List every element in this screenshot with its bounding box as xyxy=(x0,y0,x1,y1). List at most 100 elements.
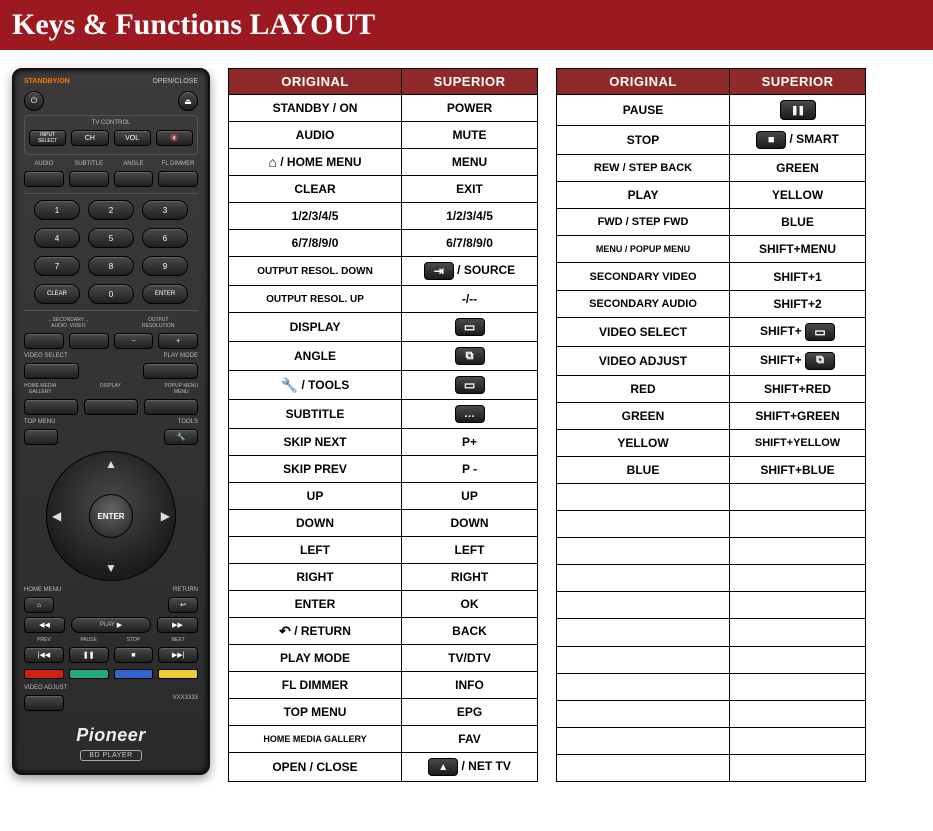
table1-superior-cell: 6/7/8/9/0 xyxy=(402,230,538,257)
table1-superior-cell: EXIT xyxy=(402,176,538,203)
subtitle-label: SUBTITLE xyxy=(69,161,109,167)
table2-superior-cell: SHIFT+YELLOW xyxy=(730,429,866,456)
table-row: PLAY MODETV/DTV xyxy=(229,645,538,672)
table2-original-cell xyxy=(557,646,730,673)
table1-superior-cell xyxy=(402,313,538,342)
sec-audio-button xyxy=(24,333,64,349)
cc-icon xyxy=(455,405,485,423)
table-row: BLUESHIFT+BLUE xyxy=(557,457,866,484)
table1-original-cell: 6/7/8/9/0 xyxy=(229,230,402,257)
table2-original-cell xyxy=(557,538,730,565)
table-row xyxy=(557,484,866,511)
table2-superior-cell: SHIFT+BLUE xyxy=(730,457,866,484)
pause-label: PAUSE xyxy=(69,637,109,643)
red-button xyxy=(24,669,64,679)
res-up-button: + xyxy=(158,333,198,349)
openclose-button: ⏏ xyxy=(178,91,198,111)
table-row: REW / STEP BACKGREEN xyxy=(557,155,866,182)
table2-superior-cell xyxy=(730,511,866,538)
table1-superior-cell: BACK xyxy=(402,618,538,645)
up-arrow-icon: ▲ xyxy=(105,457,117,471)
numpad-7: 7 xyxy=(34,256,80,276)
table-row xyxy=(557,565,866,592)
table1-superior-cell: -/-- xyxy=(402,286,538,313)
table1-original-cell: DOWN xyxy=(229,510,402,537)
tv-control-label: TV CONTROL xyxy=(29,120,193,126)
page-title: Keys & Functions LAYOUT xyxy=(0,0,933,50)
table-row: SECONDARY AUDIOSHIFT+2 xyxy=(557,290,866,317)
secondary-label: ←SECONDARY→AUDIO VIDEO xyxy=(47,317,89,329)
rew-button: ◀◀ xyxy=(24,617,65,633)
play-mode-button xyxy=(143,363,198,379)
table2-original-cell: YELLOW xyxy=(557,429,730,456)
table-row xyxy=(557,754,866,781)
homemenu-button: ⌂ xyxy=(24,597,54,613)
table2-superior-cell: SHIFT+ xyxy=(730,317,866,346)
table1-original-cell: AUDIO xyxy=(229,122,402,149)
table1-superior-cell: FAV xyxy=(402,726,538,753)
table1-superior-cell xyxy=(402,400,538,429)
brand-logo: Pioneer xyxy=(24,725,198,746)
table-row: CLEAREXIT xyxy=(229,176,538,203)
table2-superior-cell xyxy=(730,484,866,511)
table2-superior-cell xyxy=(730,619,866,646)
mapping-table-2: ORIGINAL SUPERIOR PAUSESTOP / SMARTREW /… xyxy=(556,68,866,782)
remote-image: STANDBY/ON OPEN/CLOSE ⏻ ⏏ TV CONTROL INP… xyxy=(12,68,210,775)
table-row: 🔧 / TOOLS xyxy=(229,371,538,400)
table2-original-cell: SECONDARY AUDIO xyxy=(557,290,730,317)
table-row xyxy=(557,646,866,673)
table2-superior-cell: BLUE xyxy=(730,209,866,236)
table-row: OUTPUT RESOL. DOWN / SOURCE xyxy=(229,257,538,286)
table2-superior-cell: SHIFT+1 xyxy=(730,263,866,290)
table-row: AUDIOMUTE xyxy=(229,122,538,149)
video-select-button xyxy=(24,363,79,379)
zoom-icon xyxy=(805,352,835,370)
fwd-button: ▶▶ xyxy=(157,617,198,633)
tv-vol-button: VOL xyxy=(114,130,151,146)
aspect-icon xyxy=(455,376,485,394)
standby-button: ⏻ xyxy=(24,91,44,111)
table1-superior-cell: TV/DTV xyxy=(402,645,538,672)
table-row: ENTEROK xyxy=(229,591,538,618)
table-row: STANDBY / ONPOWER xyxy=(229,95,538,122)
table1-superior-cell xyxy=(402,371,538,400)
table2-header-original: ORIGINAL xyxy=(557,69,730,95)
output-res-label: OUTPUTRESOLUTION xyxy=(142,317,175,329)
sec-video-button xyxy=(69,333,109,349)
numpad-6: 6 xyxy=(142,228,188,248)
angle-button xyxy=(114,171,154,187)
table-row: ↶ / RETURNBACK xyxy=(229,618,538,645)
wrench-icon: 🔧 xyxy=(281,378,298,392)
numpad-4: 4 xyxy=(34,228,80,248)
table2-superior-cell: SHIFT+MENU xyxy=(730,236,866,263)
dpad: ▲ ▼ ◀ ▶ ENTER xyxy=(46,451,176,581)
table1-original-cell: SKIP NEXT xyxy=(229,429,402,456)
popup-label: POPUP MENUMENU xyxy=(164,383,198,395)
down-arrow-icon: ▼ xyxy=(105,561,117,575)
standby-label: STANDBY/ON xyxy=(24,78,70,85)
green-button xyxy=(69,669,109,679)
table2-superior-cell: / SMART xyxy=(730,126,866,155)
topmenu-button xyxy=(24,429,58,445)
play-mode-label: PLAY MODE xyxy=(164,353,198,359)
pause-button: ❚❚ xyxy=(69,647,109,663)
res-down-button: − xyxy=(114,333,154,349)
table1-original-cell: 1/2/3/4/5 xyxy=(229,203,402,230)
table1-superior-cell: / NET TV xyxy=(402,753,538,782)
video-adjust-button xyxy=(24,695,64,711)
table-row: ANGLE xyxy=(229,342,538,371)
table1-original-cell: PLAY MODE xyxy=(229,645,402,672)
aspect-icon xyxy=(455,318,485,336)
table1-superior-cell: POWER xyxy=(402,95,538,122)
tables-area: ORIGINAL SUPERIOR STANDBY / ONPOWERAUDIO… xyxy=(228,68,866,782)
table1-original-cell: STANDBY / ON xyxy=(229,95,402,122)
tools-button: 🔧 xyxy=(164,429,198,445)
table2-original-cell: VIDEO SELECT xyxy=(557,317,730,346)
table-row: STOP / SMART xyxy=(557,126,866,155)
table2-original-cell xyxy=(557,511,730,538)
table2-original-cell xyxy=(557,727,730,754)
table1-original-cell: CLEAR xyxy=(229,176,402,203)
table1-superior-cell xyxy=(402,342,538,371)
table-row xyxy=(557,592,866,619)
model-label: VXX3333 xyxy=(173,695,198,711)
